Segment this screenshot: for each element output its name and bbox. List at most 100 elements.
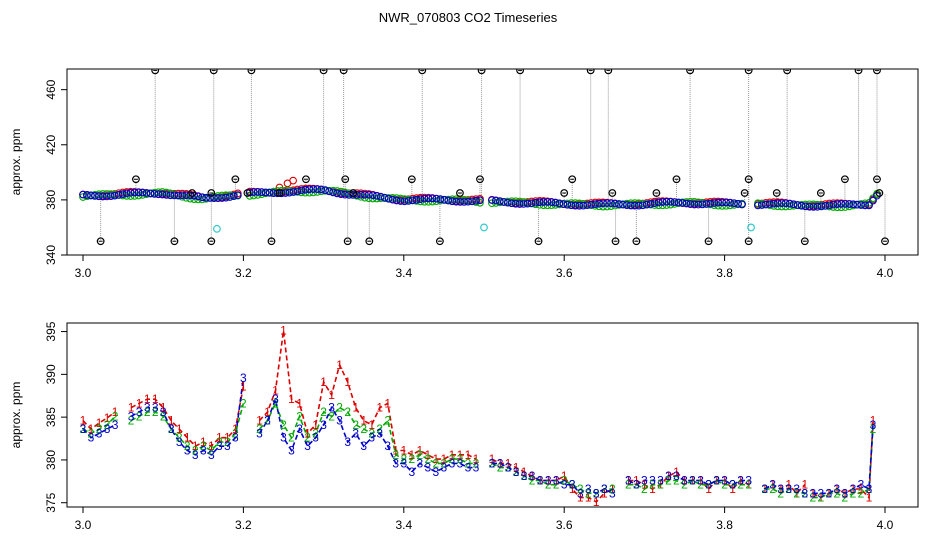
outlier-point xyxy=(611,237,620,246)
outlier-point xyxy=(407,175,416,184)
blue-point xyxy=(202,193,210,202)
series-marker-green: 2 xyxy=(296,409,303,423)
blue-point xyxy=(150,190,159,198)
series-marker-blue: 3 xyxy=(633,478,640,492)
blue-point xyxy=(646,200,655,208)
series-marker-green: 2 xyxy=(144,405,151,419)
series-line-red xyxy=(82,330,874,503)
x-tick-label: 3.4 xyxy=(395,518,412,532)
series-marker-red: 1 xyxy=(416,444,423,458)
blue-point xyxy=(297,186,306,195)
series-marker-blue: 3 xyxy=(232,431,239,445)
outlier-point xyxy=(207,237,216,246)
blue-point xyxy=(599,199,607,208)
green-point xyxy=(277,186,286,195)
blue-point xyxy=(642,200,651,209)
series-marker-blue: 3 xyxy=(288,444,295,458)
green-point xyxy=(400,195,409,203)
blue-point xyxy=(333,189,341,198)
green-point xyxy=(813,200,822,209)
series-marker-green: 2 xyxy=(777,486,784,500)
series-marker-red: 1 xyxy=(817,491,824,505)
outlier-point xyxy=(365,237,374,246)
outlier-point xyxy=(418,69,427,75)
series-marker-blue: 3 xyxy=(866,482,873,496)
x-tick-label: 4.0 xyxy=(877,266,894,280)
blue-point xyxy=(408,196,417,205)
series-marker-green: 2 xyxy=(216,435,223,449)
blue-point xyxy=(579,201,588,210)
outlier-point xyxy=(456,189,464,197)
blue-point xyxy=(765,200,774,208)
series-marker-blue: 3 xyxy=(433,465,440,479)
series-marker-red: 1 xyxy=(192,439,199,453)
series-marker-green: 2 xyxy=(529,473,536,487)
series-marker-blue: 3 xyxy=(713,473,720,487)
series-marker-blue: 3 xyxy=(320,418,327,432)
series-marker-red: 1 xyxy=(328,388,335,402)
outlier-point xyxy=(516,69,524,75)
green-point xyxy=(257,190,266,198)
blue-point xyxy=(829,200,838,209)
series-marker-green: 2 xyxy=(689,473,696,487)
blue-point xyxy=(142,189,151,197)
series-marker-green: 2 xyxy=(433,456,440,470)
series-marker-red: 1 xyxy=(537,473,544,487)
series-marker-red: 1 xyxy=(689,473,696,487)
blue-point xyxy=(543,198,552,206)
series-marker-blue: 3 xyxy=(649,473,656,487)
green-point xyxy=(154,188,163,197)
green-point xyxy=(611,201,619,210)
series-marker-red: 1 xyxy=(176,422,183,436)
blue-point xyxy=(194,192,202,201)
blue-point xyxy=(456,198,464,206)
blue-point xyxy=(345,190,353,199)
series-marker-blue: 3 xyxy=(697,473,704,487)
series-marker-blue: 3 xyxy=(593,486,600,500)
blue-point xyxy=(678,199,687,207)
series-marker-red: 1 xyxy=(641,478,648,492)
series-marker-blue: 3 xyxy=(569,478,576,492)
series-marker-red: 1 xyxy=(128,401,135,415)
blue-point xyxy=(551,198,560,207)
series-marker-blue: 3 xyxy=(168,422,175,436)
blue-point xyxy=(98,192,107,201)
blue-point xyxy=(575,201,584,210)
series-marker-red: 1 xyxy=(713,473,720,487)
green-point xyxy=(630,199,639,207)
series-marker-blue: 3 xyxy=(834,482,841,496)
outlier-point xyxy=(343,237,352,246)
series-marker-blue: 3 xyxy=(152,401,159,415)
blue-point xyxy=(162,191,171,199)
series-marker-green: 2 xyxy=(104,418,111,432)
blue-point xyxy=(281,189,290,197)
series-marker-blue: 3 xyxy=(561,478,568,492)
outlier-point xyxy=(188,189,196,197)
series-marker-green: 2 xyxy=(112,409,119,423)
series-marker-green: 2 xyxy=(817,491,824,505)
series-marker-green: 2 xyxy=(465,456,472,470)
blue-point xyxy=(682,199,691,208)
series-marker-red: 1 xyxy=(649,482,656,496)
series-marker-green: 2 xyxy=(136,409,143,423)
blue-point xyxy=(658,198,667,206)
blue-point xyxy=(623,201,631,209)
series-marker-green: 2 xyxy=(513,465,520,479)
series-marker-blue: 3 xyxy=(801,486,808,500)
red-point xyxy=(289,176,297,185)
series-marker-red: 1 xyxy=(168,414,175,428)
series-marker-blue: 3 xyxy=(352,426,359,440)
green-point xyxy=(694,198,703,207)
outlier-point xyxy=(231,175,240,184)
x-tick-label: 3.4 xyxy=(395,266,412,280)
green-point xyxy=(869,194,877,203)
y-tick-label: 380 xyxy=(44,450,58,470)
series-marker-green: 2 xyxy=(240,396,247,410)
series-marker-blue: 3 xyxy=(384,439,391,453)
blue-point xyxy=(372,191,381,200)
blue-point xyxy=(357,190,365,199)
blue-point xyxy=(126,188,135,197)
green-point xyxy=(865,198,873,207)
series-marker-blue: 3 xyxy=(344,435,351,449)
